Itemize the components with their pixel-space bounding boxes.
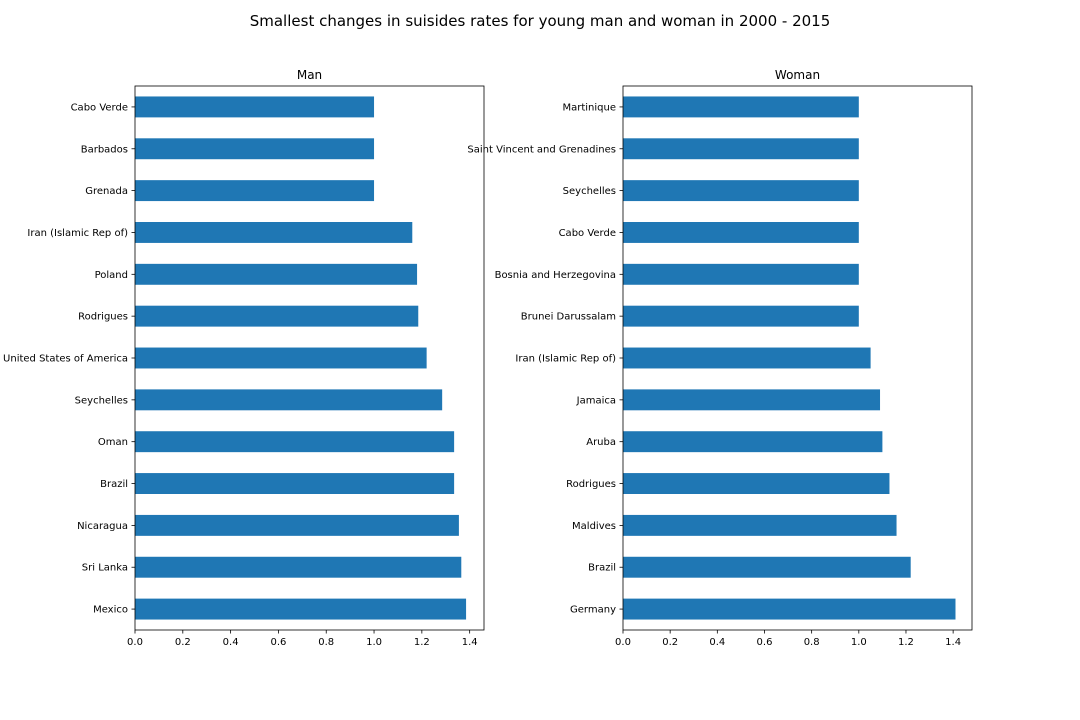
bar xyxy=(135,305,419,327)
x-tick-label: 1.0 xyxy=(366,637,382,648)
y-tick-label: Jamaica xyxy=(576,395,616,406)
axes-frame-woman xyxy=(622,85,973,631)
y-tick-label: Poland xyxy=(95,270,128,281)
y-tick-label: Iran (Islamic Rep of) xyxy=(27,228,128,239)
bar xyxy=(135,598,467,620)
y-tick-label: Brazil xyxy=(100,479,128,490)
bar xyxy=(623,514,897,536)
y-tick-label: Grenada xyxy=(85,186,128,197)
y-tick-label: Brunei Darussalam xyxy=(521,312,616,323)
axes-frame-man xyxy=(134,85,485,631)
bar xyxy=(135,347,427,369)
bar xyxy=(623,556,911,578)
chart-panel-woman: Woman Martinique Saint Vincent and Grenadi… xyxy=(467,68,973,648)
y-tick-label: Germany xyxy=(570,605,616,616)
x-tick-label: 0.2 xyxy=(175,637,191,648)
bar xyxy=(623,473,890,494)
bar xyxy=(135,514,459,536)
x-tick-label: 0.8 xyxy=(318,637,334,648)
y-tick-label: Nicaragua xyxy=(77,521,128,532)
y-tick-label: Oman xyxy=(98,437,128,448)
bar xyxy=(135,222,413,243)
y-tick-label: Sri Lanka xyxy=(82,563,128,574)
x-tick-label: 0.6 xyxy=(757,637,773,648)
x-tick-label: 1.2 xyxy=(898,637,914,648)
y-tick-label: Mexico xyxy=(93,605,128,616)
y-tick-label: Cabo Verde xyxy=(559,228,616,239)
x-tick-label: 0.2 xyxy=(662,637,678,648)
y-tick-label: Saint Vincent and Grenadines xyxy=(467,144,616,155)
bar xyxy=(135,389,443,411)
bar xyxy=(623,431,883,453)
bar xyxy=(623,598,956,620)
y-tick-label: Barbados xyxy=(81,144,128,155)
bar xyxy=(135,556,462,578)
bar xyxy=(623,96,859,118)
bar xyxy=(623,389,881,411)
x-tick-label: 1.4 xyxy=(462,637,478,648)
subplot-title-woman: Woman xyxy=(775,68,820,82)
bar xyxy=(623,347,871,369)
y-tick-label: Cabo Verde xyxy=(71,102,128,113)
x-tick-label: 0.0 xyxy=(127,637,143,648)
figure-title: Smallest changes in suisides rates for y… xyxy=(250,12,831,30)
x-tick-label: 1.4 xyxy=(945,637,961,648)
y-tick-label: Rodrigues xyxy=(78,312,128,323)
bar xyxy=(135,138,375,160)
x-tick-label: 0.4 xyxy=(223,637,239,648)
x-tick-label: 0.0 xyxy=(615,637,631,648)
y-tick-label: Iran (Islamic Rep of) xyxy=(515,354,616,365)
bar xyxy=(135,180,375,202)
bar xyxy=(135,96,375,118)
bar xyxy=(623,222,859,243)
y-tick-label: Rodrigues xyxy=(566,479,616,490)
y-tick-label: Maldives xyxy=(572,521,616,532)
bar xyxy=(135,431,455,453)
y-tick-label: Bosnia and Herzegovina xyxy=(495,270,616,281)
bar xyxy=(623,138,859,160)
bar xyxy=(623,180,859,202)
subplot-title-man: Man xyxy=(297,68,322,82)
x-tick-label: 0.8 xyxy=(804,637,820,648)
x-tick-label: 1.0 xyxy=(851,637,867,648)
x-tick-label: 0.4 xyxy=(709,637,725,648)
x-tick-label: 1.2 xyxy=(414,637,430,648)
bar xyxy=(135,263,418,285)
y-tick-label: United States of America xyxy=(3,354,128,365)
y-tick-label: Seychelles xyxy=(563,186,616,197)
bar xyxy=(623,263,859,285)
bar xyxy=(135,473,455,494)
y-tick-label: Brazil xyxy=(588,563,616,574)
y-tick-label: Seychelles xyxy=(75,395,128,406)
y-tick-label: Aruba xyxy=(586,437,616,448)
y-tick-label: Martinique xyxy=(562,102,616,113)
x-tick-label: 0.6 xyxy=(270,637,286,648)
bar xyxy=(623,305,859,327)
chart-panel-man: Man Cabo Verde Barbados Grenada Iran (Islami… xyxy=(3,68,485,648)
